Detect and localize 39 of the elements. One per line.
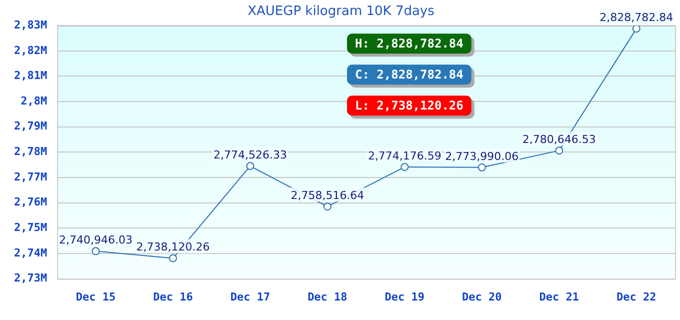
point [555, 146, 564, 155]
chart-title: XAUEGP kilogram 10K 7days [248, 4, 435, 20]
data-label: 2,773,990.06 [445, 150, 519, 163]
x-tick-label: Dec 16 [153, 290, 194, 304]
point [632, 26, 640, 33]
y-tick-label: 2,77M [14, 170, 48, 184]
y-tick-label: 2,75M [14, 221, 48, 234]
y-tick-label: 2,8M [20, 94, 48, 108]
x-tick-label: Dec 21 [539, 290, 580, 304]
point [246, 162, 254, 170]
x-tick-label: Dec 17 [230, 290, 270, 304]
x-tick-label: Dec 19 [384, 290, 425, 304]
data-label: 2,758,516.64 [290, 188, 364, 202]
y-tick-label: 2,81M [14, 69, 48, 82]
annotation: C: 2,828,782.84 [355, 68, 464, 82]
y-tick-label: 2,79M [14, 120, 48, 133]
y-tick-label: 2,76M [14, 196, 48, 209]
point [400, 162, 409, 171]
point [478, 163, 486, 172]
data-label: 2,780,646.53 [522, 132, 596, 146]
y-tick-label: 2,74M [14, 246, 48, 260]
point [92, 247, 100, 256]
point [323, 202, 332, 211]
y-tick-label: 2,83M [14, 18, 48, 32]
annotation: L: 2,738,120.26 [355, 98, 464, 113]
x-tick-label: Dec 15 [76, 290, 116, 304]
x-tick-label: Dec 22 [616, 290, 656, 304]
data-label: 2,774,526.33 [213, 148, 287, 162]
x-tick-label: Dec 18 [308, 290, 348, 304]
point [168, 254, 177, 262]
data-label: 2,774,176.59 [368, 149, 442, 162]
y-tick-label: 2,73M [14, 272, 48, 285]
y-tick-label: 2,78M [14, 145, 48, 158]
x-tick-label: Dec 20 [462, 290, 502, 304]
annotation: H: 2,828,782.84 [355, 36, 464, 51]
data-label: 2,828,782.84 [600, 11, 674, 24]
data-label: 2,740,946.03 [58, 233, 132, 246]
y-tick-label: 2,82M [14, 44, 48, 57]
data-label: 2,738,120.26 [136, 240, 210, 254]
